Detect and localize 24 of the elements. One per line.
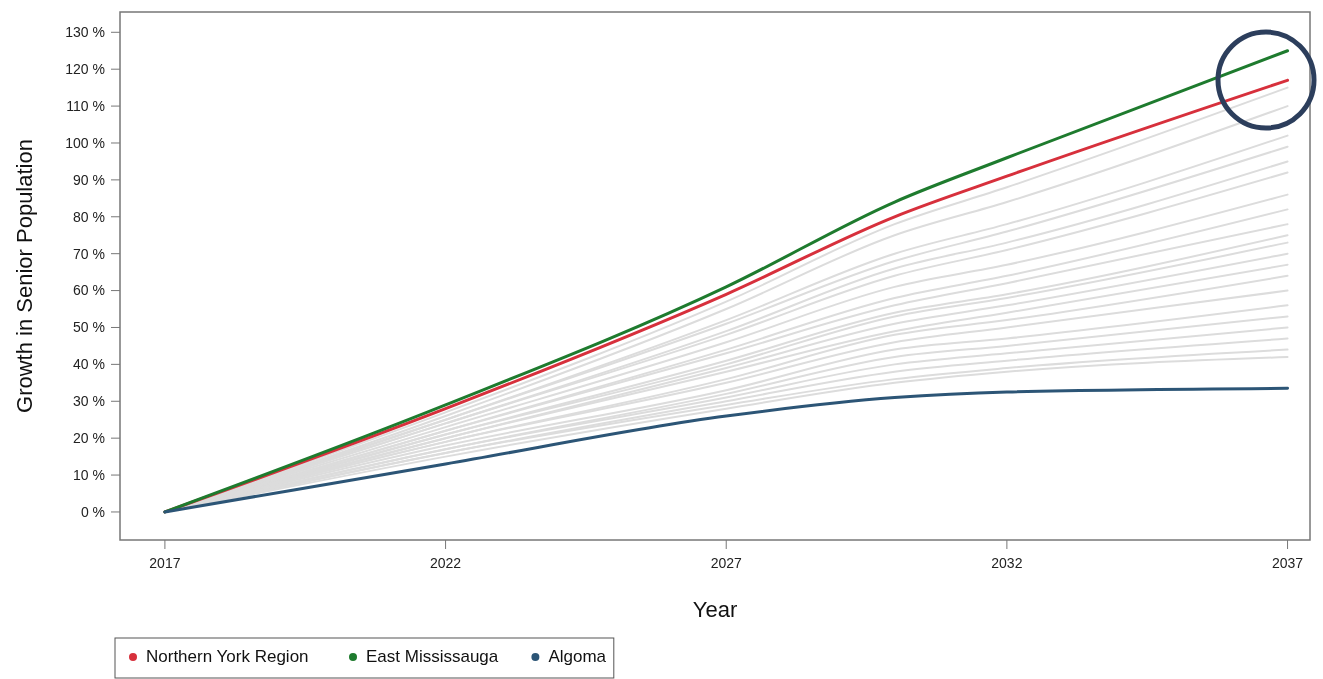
x-tick-label: 2027 — [710, 555, 743, 571]
legend-label: Northern York Region — [146, 647, 309, 666]
x-axis-title: Year — [692, 597, 738, 622]
y-tick-label: 90 % — [73, 171, 105, 188]
y-tick-label: 20 % — [73, 430, 105, 447]
legend-label: Algoma — [548, 647, 607, 666]
y-tick-label: 70 % — [73, 245, 105, 262]
y-tick-label: 40 % — [73, 356, 105, 373]
y-tick-label: 120 % — [65, 61, 105, 78]
y-tick-label: 100 % — [65, 134, 105, 151]
x-tick-label: 2022 — [429, 555, 462, 571]
y-tick-label: 10 % — [73, 466, 105, 483]
x-tick-label: 2037 — [1271, 555, 1304, 571]
y-tick-label: 110 % — [66, 97, 105, 114]
legend-label: East Mississauga — [366, 647, 499, 666]
y-tick-label: 80 % — [73, 208, 105, 225]
y-tick-label: 0 % — [80, 503, 105, 520]
y-tick-label: 30 % — [73, 393, 105, 410]
y-tick-label: 50 % — [73, 319, 105, 336]
x-tick-label: 2032 — [991, 555, 1023, 571]
y-axis-title: Growth in Senior Population — [12, 139, 37, 413]
y-tick-label: 60 % — [73, 282, 105, 299]
x-tick-label: 2017 — [149, 555, 181, 571]
y-tick-label: 130 % — [65, 24, 105, 41]
